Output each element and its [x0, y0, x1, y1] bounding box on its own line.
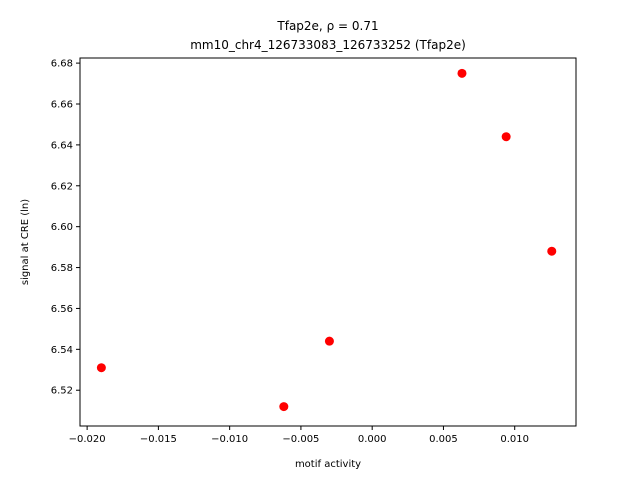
y-tick-label: 6.62	[51, 181, 73, 192]
y-tick-label: 6.68	[51, 59, 73, 70]
chart-title-line1: Tfap2e, ρ = 0.71	[276, 19, 378, 33]
x-tick-label: −0.015	[140, 434, 177, 445]
x-tick-label: 0.000	[358, 434, 387, 445]
plot-area-frame	[79, 57, 577, 427]
x-tick-label: 0.010	[500, 434, 529, 445]
x-axis-ticks: −0.020 −0.015 −0.010 −0.005 0.000 0.005 0.010	[69, 426, 529, 445]
x-tick-label: −0.005	[282, 434, 319, 445]
x-tick-label: −0.010	[211, 434, 248, 445]
y-tick-label: 6.60	[51, 222, 73, 233]
y-tick-label: 6.56	[51, 304, 73, 315]
chart-title-line2: mm10_chr4_126733083_126733252 (Tfap2e)	[190, 38, 466, 52]
x-axis-label: motif activity	[295, 459, 361, 470]
x-tick-label: 0.005	[429, 434, 458, 445]
data-points	[96, 68, 557, 412]
data-point	[324, 336, 334, 346]
data-point	[96, 363, 106, 373]
y-tick-label: 6.58	[51, 263, 73, 274]
y-tick-label: 6.66	[51, 100, 73, 111]
data-point	[457, 68, 467, 78]
x-tick-label: −0.020	[69, 434, 106, 445]
y-axis-label: signal at CRE (ln)	[20, 199, 31, 285]
data-point	[547, 246, 557, 256]
data-point	[279, 402, 289, 412]
y-tick-label: 6.64	[51, 140, 73, 151]
y-tick-label: 6.52	[51, 386, 73, 397]
y-tick-label: 6.54	[51, 345, 73, 356]
y-axis-ticks: 6.52 6.54 6.56 6.58 6.60 6.62 6.64 6.66 6.68	[51, 59, 80, 397]
data-point	[501, 132, 511, 142]
